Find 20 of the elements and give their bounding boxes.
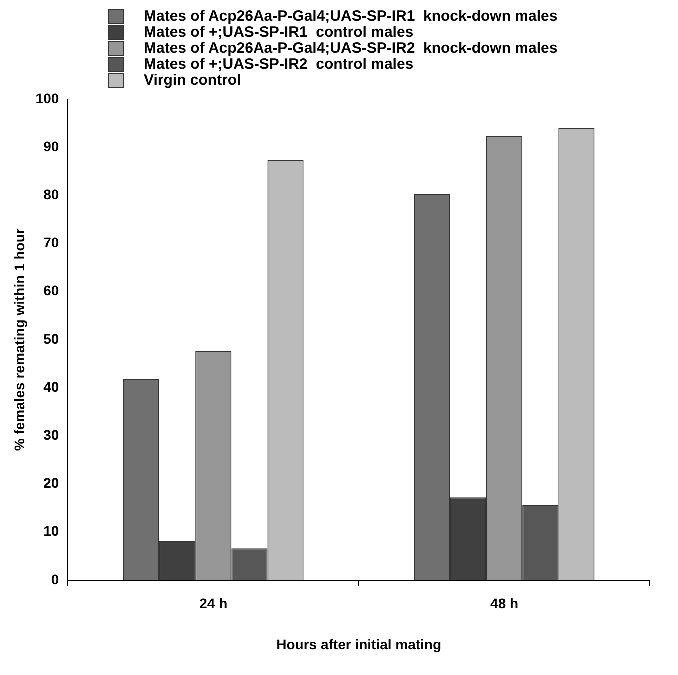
legend-label: Mates of Acp26Aa-P-Gal4;UAS-SP-IR1 knock-down males [144,8,558,24]
y-tick-label: 20 [44,475,60,492]
y-tick-label: 10 [44,523,60,540]
y-tick-label: 90 [44,138,60,154]
y-tick-label: 30 [44,426,60,443]
legend-label: Mates of Acp26Aa-P-Gal4;UAS-SP-IR2 knock-down males [144,40,558,56]
y-tick-label: 60 [44,282,60,299]
legend-label: Mates of +;UAS-SP-IR1 control males [144,24,414,40]
y-tick-label: 0 [51,571,60,588]
x-tick-label: 24 h [200,596,228,612]
y-axis-title: % females remating within 1 hour [11,228,28,452]
y-tick-label: 50 [44,330,60,347]
y-tick-label: 80 [44,186,60,202]
legend-label: Virgin control [144,72,242,88]
y-tick-label: 70 [44,234,60,251]
x-tick-label: 48 h [490,596,519,612]
x-axis-title: Hours after initial mating [276,636,442,652]
legend-label: Mates of +;UAS-SP-IR2 control males [144,56,414,72]
y-tick-label: 40 [44,378,60,395]
y-tick-label: 100 [36,90,60,106]
